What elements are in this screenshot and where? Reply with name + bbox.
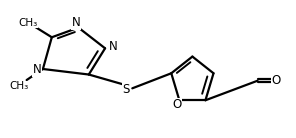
Text: S: S [122,83,129,95]
Text: CH₃: CH₃ [18,18,38,28]
Text: O: O [172,98,182,111]
Text: O: O [271,74,281,87]
Text: N: N [109,40,118,53]
Text: N: N [33,63,41,76]
Text: CH₃: CH₃ [9,81,29,91]
Text: N: N [72,16,81,29]
